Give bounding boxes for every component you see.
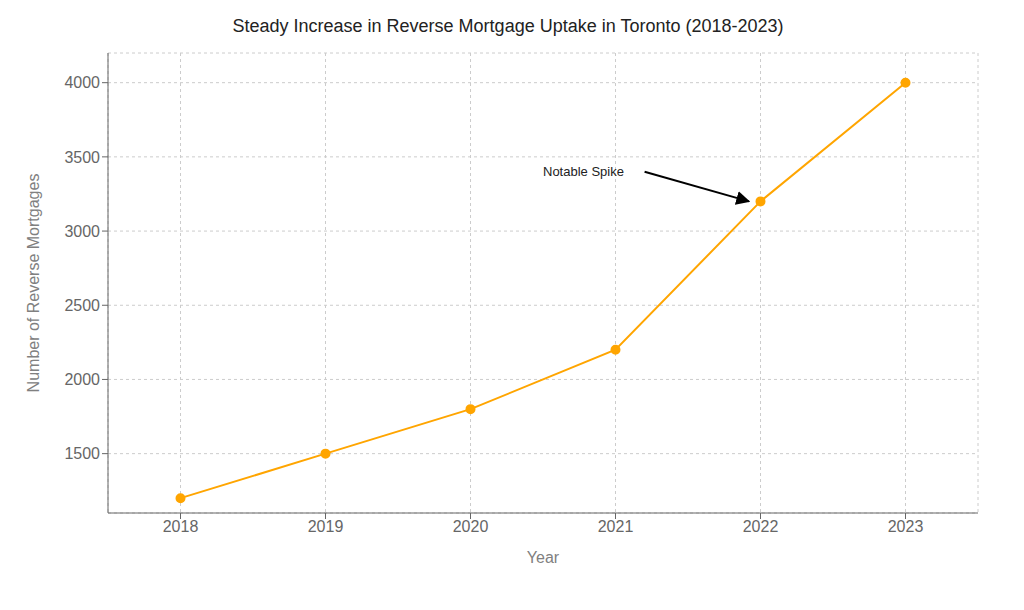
svg-text:4000: 4000: [64, 74, 100, 91]
svg-text:3000: 3000: [64, 223, 100, 240]
svg-text:2022: 2022: [743, 518, 779, 535]
svg-text:3500: 3500: [64, 149, 100, 166]
svg-text:Year: Year: [527, 549, 560, 566]
html-text:Steady Increase in Reverse Mor: Steady Increase in Reverse Mortgage Upta…: [232, 16, 784, 36]
svg-text:2018: 2018: [163, 518, 199, 535]
svg-text:2500: 2500: [64, 297, 100, 314]
svg-text:2021: 2021: [598, 518, 634, 535]
svg-text:Notable Spike: Notable Spike: [543, 164, 624, 179]
svg-text:Number of Reverse Mortgages: Number of Reverse Mortgages: [25, 174, 42, 393]
svg-text:2023: 2023: [888, 518, 924, 535]
svg-text:2000: 2000: [64, 371, 100, 388]
svg-text:2020: 2020: [453, 518, 489, 535]
svg-text:2019: 2019: [308, 518, 344, 535]
svg-text:1500: 1500: [64, 445, 100, 462]
